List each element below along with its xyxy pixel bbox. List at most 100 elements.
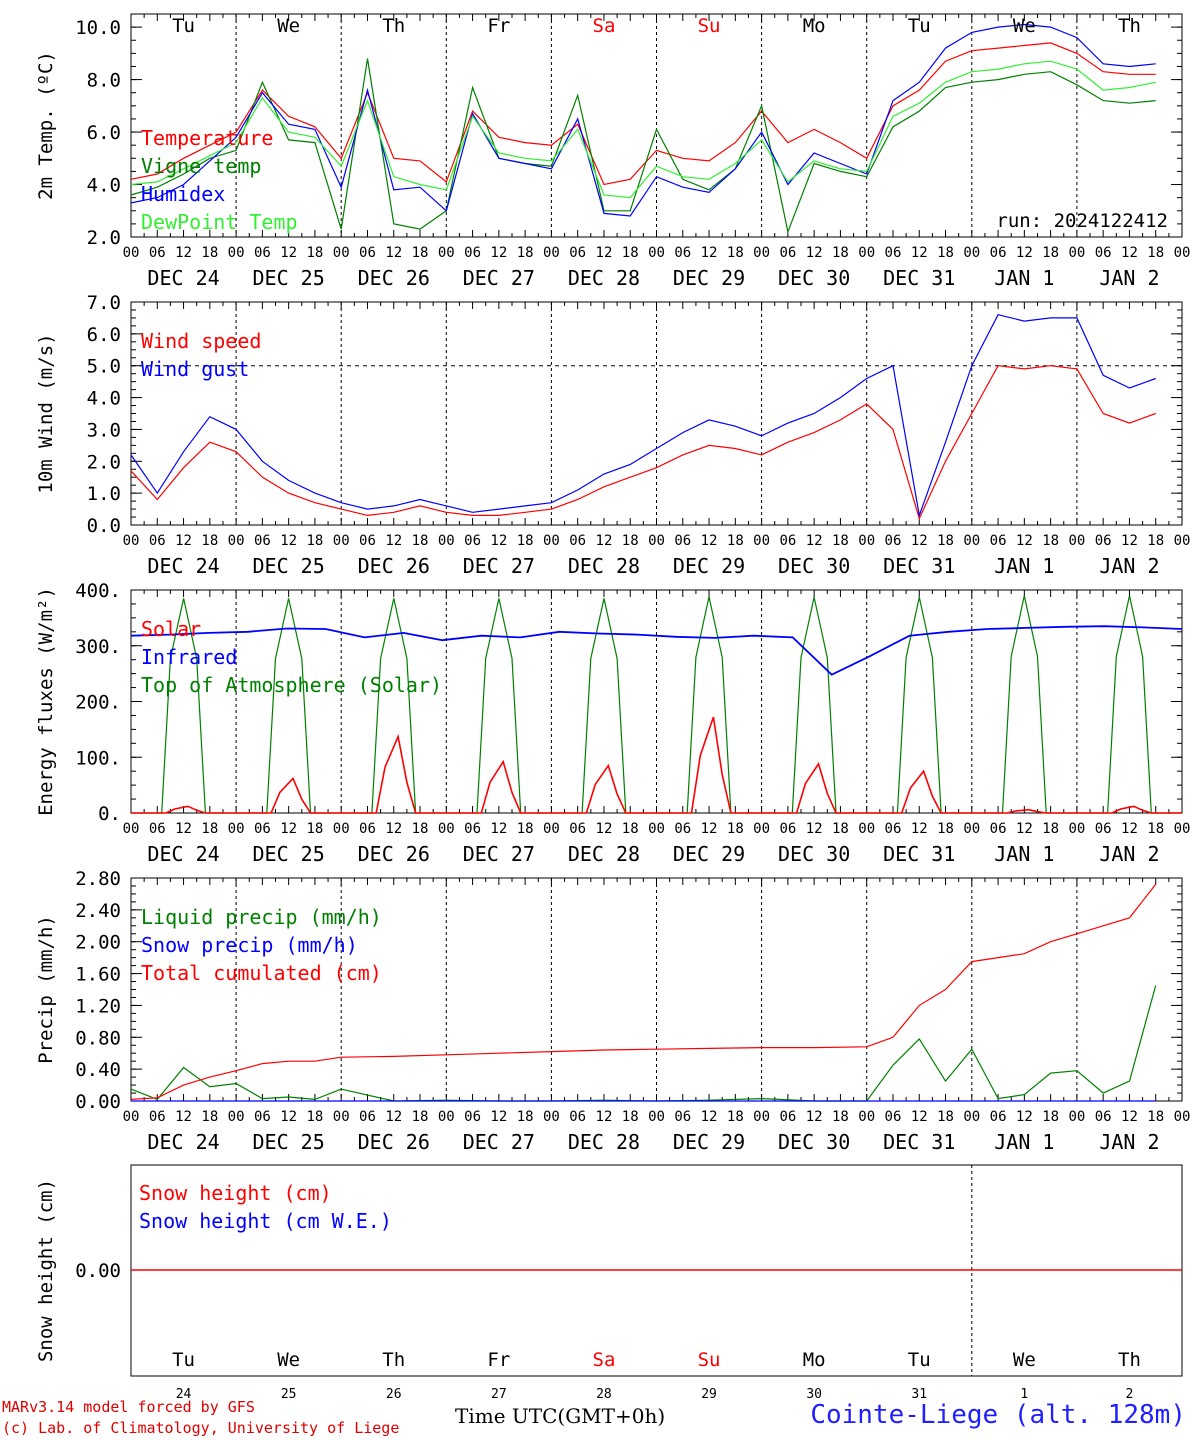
hour-tick-label: 18	[517, 245, 534, 261]
legend-entry: DewPoint Temp	[141, 210, 298, 234]
day-label: Tu	[908, 1349, 931, 1371]
hour-tick-label: 12	[701, 245, 718, 261]
day-label: Tu	[172, 15, 195, 37]
date-label: DEC 25	[253, 1130, 325, 1154]
hour-tick-label: 00	[333, 1109, 350, 1125]
hour-tick-label: 00	[963, 533, 980, 549]
date-label: DEC 29	[673, 1130, 745, 1154]
legend-entry: Humidex	[141, 182, 225, 206]
hour-tick-label: 18	[201, 533, 218, 549]
hour-tick-label: 00	[123, 821, 140, 837]
day-number-label: 1	[1020, 1387, 1028, 1402]
date-label: DEC 27	[463, 842, 535, 866]
date-label: DEC 24	[147, 842, 219, 866]
hour-tick-label: 18	[832, 533, 849, 549]
hour-tick-label: 00	[123, 245, 140, 261]
hour-tick-label: 18	[622, 245, 639, 261]
hour-tick-label: 00	[858, 821, 875, 837]
hour-tick-label: 18	[412, 533, 429, 549]
hour-tick-label: 12	[701, 533, 718, 549]
date-label: DEC 27	[463, 1130, 535, 1154]
hour-tick-label: 18	[727, 821, 744, 837]
series-line	[130, 42, 1156, 186]
hour-tick-label: 00	[753, 245, 770, 261]
date-label: JAN 1	[994, 1130, 1054, 1154]
legend-entry: Snow height (cm)	[139, 1181, 332, 1205]
legend-entry: Wind speed	[141, 329, 261, 353]
date-label: DEC 27	[463, 266, 535, 290]
hour-tick-label: 06	[990, 533, 1007, 549]
date-label: DEC 28	[568, 266, 640, 290]
hour-tick-label: 06	[569, 533, 586, 549]
y-tick-label: 2.0	[87, 227, 121, 249]
series-line	[130, 58, 1156, 234]
hour-tick-label: 06	[359, 245, 376, 261]
y-tick-label: 200.	[75, 692, 121, 714]
legend-entry: Infrared	[141, 645, 237, 669]
hour-tick-label: 06	[674, 1109, 691, 1125]
hour-tick-label: 18	[412, 245, 429, 261]
hour-tick-label: 00	[858, 533, 875, 549]
hour-tick-label: 12	[806, 1109, 823, 1125]
hour-tick-label: 18	[622, 1109, 639, 1125]
hour-tick-label: 00	[963, 245, 980, 261]
hour-tick-label: 00	[228, 821, 245, 837]
y-tick-label: 400.	[75, 580, 121, 602]
panel-frame	[130, 589, 1183, 814]
day-label: Th	[382, 15, 405, 37]
hour-tick-label: 06	[1095, 245, 1112, 261]
hour-tick-label: 12	[175, 1109, 192, 1125]
hour-tick-label: 00	[753, 1109, 770, 1125]
series-line	[130, 314, 1156, 518]
legend-entry: Vigne temp	[141, 154, 261, 178]
hour-tick-label: 18	[201, 821, 218, 837]
hour-tick-label: 12	[596, 821, 613, 837]
hour-tick-label: 00	[1174, 533, 1191, 549]
hour-tick-label: 12	[911, 1109, 928, 1125]
hour-tick-label: 00	[648, 533, 665, 549]
hour-tick-label: 06	[464, 821, 481, 837]
hour-tick-label: 18	[622, 533, 639, 549]
legend-entry: Temperature	[141, 126, 273, 150]
hour-tick-label: 06	[885, 1109, 902, 1125]
hour-tick-label: 12	[1016, 821, 1033, 837]
hour-tick-label: 00	[753, 821, 770, 837]
hour-tick-label: 12	[490, 245, 507, 261]
legend-entry: Snow precip (mm/h)	[141, 933, 358, 957]
panel-frame	[130, 13, 1183, 238]
day-label: Th	[1118, 1349, 1141, 1371]
day-label: Th	[382, 1349, 405, 1371]
y-tick-label: 300.	[75, 636, 121, 658]
date-label: DEC 26	[358, 554, 430, 578]
hour-tick-label: 18	[1042, 1109, 1059, 1125]
y-axis-label: 10m Wind (m/s)	[35, 333, 57, 493]
hour-tick-label: 18	[1147, 1109, 1164, 1125]
date-label: DEC 24	[147, 554, 219, 578]
y-axis-label: Precip (mm/h)	[35, 915, 57, 1064]
hour-tick-label: 06	[254, 533, 271, 549]
hour-tick-label: 00	[1174, 821, 1191, 837]
y-tick-label: 5.0	[87, 356, 121, 378]
day-label: Sa	[593, 1349, 616, 1371]
hour-tick-label: 06	[990, 821, 1007, 837]
y-tick-label: 1.0	[87, 483, 121, 505]
day-label: Mo	[803, 1349, 826, 1371]
hour-tick-label: 00	[1068, 245, 1085, 261]
hour-tick-label: 12	[1016, 533, 1033, 549]
day-label: We	[1013, 15, 1036, 37]
hour-tick-label: 06	[885, 821, 902, 837]
y-tick-label: 0.80	[75, 1027, 121, 1049]
date-label: DEC 31	[883, 554, 955, 578]
y-tick-label: 8.0	[87, 70, 121, 92]
hour-tick-label: 00	[438, 1109, 455, 1125]
hour-tick-label: 06	[359, 1109, 376, 1125]
credit-line-2: (c) Lab. of Climatology, University of L…	[2, 1419, 400, 1437]
hour-tick-label: 12	[596, 245, 613, 261]
hour-tick-label: 00	[543, 533, 560, 549]
date-label: DEC 31	[883, 1130, 955, 1154]
hour-tick-label: 18	[412, 821, 429, 837]
hour-tick-label: 18	[1042, 821, 1059, 837]
day-number-label: 25	[281, 1387, 297, 1402]
hour-tick-label: 00	[333, 821, 350, 837]
hour-tick-label: 06	[359, 533, 376, 549]
